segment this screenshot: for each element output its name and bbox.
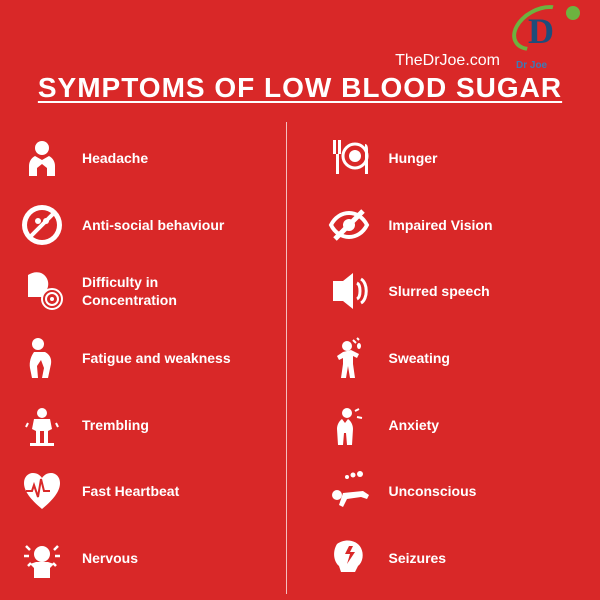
symptom-label: Slurred speech [389, 282, 490, 300]
symptom-label: Nervous [82, 549, 138, 567]
symptom-item: Seizures [327, 528, 581, 588]
seizures-icon [327, 536, 371, 580]
symptom-item: Sweating [327, 328, 581, 388]
symptom-item: Unconscious [327, 461, 581, 521]
symptom-item: Anti-social behaviour [20, 195, 274, 255]
symptom-label: Trembling [82, 416, 149, 434]
hunger-icon [327, 136, 371, 180]
symptom-item: Fast Heartbeat [20, 461, 274, 521]
antisocial-icon [20, 203, 64, 247]
concentration-icon [20, 269, 64, 313]
speech-icon [327, 269, 371, 313]
symptom-label: Seizures [389, 549, 447, 567]
symptom-label: Unconscious [389, 482, 477, 500]
symptoms-grid: Headache Anti-social behaviour Difficulty … [0, 104, 600, 594]
symptom-label: Anxiety [389, 416, 440, 434]
anxiety-icon [327, 403, 371, 447]
symptom-label: Fast Heartbeat [82, 482, 179, 500]
brand-logo: D Dr Joe [510, 8, 580, 63]
symptom-item: Trembling [20, 395, 274, 455]
symptom-label: Impaired Vision [389, 216, 493, 234]
symptom-item: Hunger [327, 128, 581, 188]
symptom-label: Headache [82, 149, 148, 167]
nervous-icon [20, 536, 64, 580]
sweating-icon [327, 336, 371, 380]
symptom-label: Difficulty inConcentration [82, 273, 177, 309]
fatigue-icon [20, 336, 64, 380]
symptom-item: Nervous [20, 528, 274, 588]
symptom-item: Anxiety [327, 395, 581, 455]
unconscious-icon [327, 469, 371, 513]
symptom-item: Headache [20, 128, 274, 188]
symptom-item: Impaired Vision [327, 195, 581, 255]
vision-icon [327, 203, 371, 247]
symptom-label: Fatigue and weakness [82, 349, 231, 367]
right-column: Hunger Impaired Vision Slurred speech Sweat… [287, 122, 581, 594]
symptom-item: Difficulty inConcentration [20, 261, 274, 321]
symptom-label: Anti-social behaviour [82, 216, 224, 234]
logo-text: Dr Joe [516, 60, 547, 71]
trembling-icon [20, 403, 64, 447]
symptom-label: Sweating [389, 349, 450, 367]
symptom-item: Fatigue and weakness [20, 328, 274, 388]
symptom-label: Hunger [389, 149, 438, 167]
heartbeat-icon [20, 469, 64, 513]
left-column: Headache Anti-social behaviour Difficulty … [20, 122, 287, 594]
headache-icon [20, 136, 64, 180]
site-url: TheDrJoe.com [395, 52, 500, 70]
symptom-item: Slurred speech [327, 261, 581, 321]
